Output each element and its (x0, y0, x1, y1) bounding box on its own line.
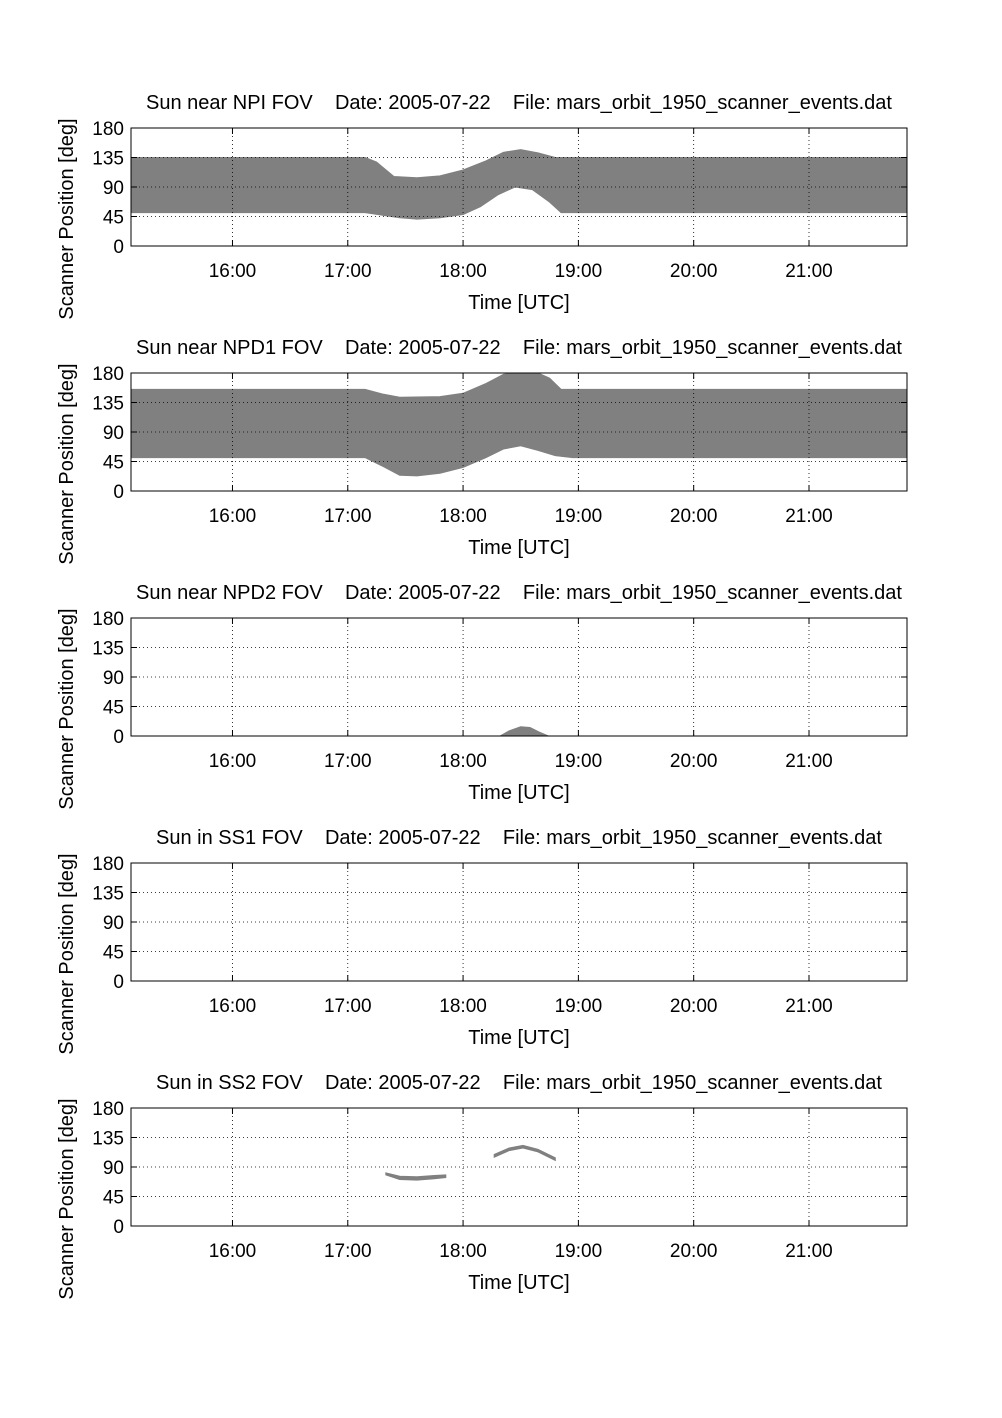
panel-3: 16:00 17:00 18:00 19:00 20:00 21:00 0 45 90 135 18… (56, 582, 908, 810)
x-tick-label: 17:00 (324, 996, 372, 1017)
x-tick-label: 19:00 (555, 1241, 603, 1262)
y-tick-label: 135 (92, 884, 124, 905)
y-tick-label: 45 (103, 943, 124, 964)
x-tick-label: 21:00 (785, 506, 833, 527)
panel-4: 16:00 17:00 18:00 19:00 20:00 21:00 0 45 90 135 18… (56, 827, 908, 1055)
y-tick-label: 180 (92, 1099, 124, 1120)
panel-title: Sun near NPD1 FOV Date: 2005-07-22 File:… (136, 337, 902, 359)
y-tick-label: 45 (103, 208, 124, 229)
x-tick-label: 21:00 (785, 261, 833, 282)
y-tick-label: 135 (92, 1129, 124, 1150)
x-tick-label: 19:00 (555, 261, 603, 282)
y-tick-label: 45 (103, 1188, 124, 1209)
y-tick-label: 0 (113, 727, 124, 748)
y-tick-label: 45 (103, 698, 124, 719)
panel-title: Sun in SS1 FOV Date: 2005-07-22 File: ma… (156, 827, 882, 849)
x-tick-label: 20:00 (670, 996, 718, 1017)
y-tick-label: 90 (103, 1158, 124, 1179)
x-tick-label: 20:00 (670, 1241, 718, 1262)
y-tick-label: 135 (92, 149, 124, 170)
x-tick-label: 18:00 (439, 996, 487, 1017)
x-tick-label: 16:00 (209, 996, 257, 1017)
x-tick-label: 20:00 (670, 506, 718, 527)
x-tick-label: 21:00 (785, 996, 833, 1017)
x-tick-label: 17:00 (324, 261, 372, 282)
scanner-band-1 (130, 149, 908, 220)
panel-1: 16:00 17:00 18:00 19:00 20:00 21:00 0 45 90 135 18… (56, 92, 908, 320)
y-axis-label: Scanner Position [deg] (56, 118, 78, 319)
y-axis-label: Scanner Position [deg] (56, 363, 78, 564)
x-tick-label: 18:00 (439, 1241, 487, 1262)
y-tick-label: 90 (103, 668, 124, 689)
x-tick-label: 20:00 (670, 751, 718, 772)
y-tick-label: 45 (103, 453, 124, 474)
y-tick-label: 180 (92, 854, 124, 875)
x-tick-label: 16:00 (209, 1241, 257, 1262)
x-axis-label: Time [UTC] (468, 537, 569, 559)
y-tick-label: 0 (113, 1217, 124, 1238)
y-tick-label: 180 (92, 119, 124, 140)
x-tick-label: 19:00 (555, 506, 603, 527)
scanner-band-2 (493, 1144, 556, 1162)
y-axis-label: Scanner Position [deg] (56, 608, 78, 809)
x-tick-label: 17:00 (324, 1241, 372, 1262)
x-tick-label: 16:00 (209, 751, 257, 772)
x-tick-label: 16:00 (209, 506, 257, 527)
y-tick-label: 135 (92, 394, 124, 415)
x-axis-label: Time [UTC] (468, 782, 569, 804)
y-axis-label: Scanner Position [deg] (56, 1098, 78, 1299)
x-tick-label: 20:00 (670, 261, 718, 282)
x-tick-label: 17:00 (324, 506, 372, 527)
y-tick-label: 90 (103, 423, 124, 444)
x-tick-label: 19:00 (555, 751, 603, 772)
x-tick-label: 21:00 (785, 751, 833, 772)
y-tick-label: 180 (92, 609, 124, 630)
x-tick-label: 19:00 (555, 996, 603, 1017)
x-tick-label: 16:00 (209, 261, 257, 282)
x-tick-label: 18:00 (439, 751, 487, 772)
y-tick-label: 90 (103, 913, 124, 934)
y-tick-label: 0 (113, 237, 124, 258)
y-tick-label: 0 (113, 972, 124, 993)
panel-5: 16:00 17:00 18:00 19:00 20:00 21:00 0 45 90 135 18… (56, 1072, 908, 1300)
panel-title: Sun near NPI FOV Date: 2005-07-22 File: … (146, 92, 892, 114)
y-tick-label: 0 (113, 482, 124, 503)
x-tick-label: 18:00 (439, 506, 487, 527)
y-tick-label: 135 (92, 639, 124, 660)
x-axis-label: Time [UTC] (468, 292, 569, 314)
y-tick-label: 90 (103, 178, 124, 199)
y-tick-label: 180 (92, 364, 124, 385)
panel-title: Sun near NPD2 FOV Date: 2005-07-22 File:… (136, 582, 902, 604)
scanner-band-1 (385, 1172, 447, 1181)
x-axis-label: Time [UTC] (468, 1272, 569, 1294)
scanner-band-1 (130, 372, 908, 477)
panel-2: 16:00 17:00 18:00 19:00 20:00 21:00 0 45 90 135 18… (56, 337, 908, 565)
x-tick-label: 18:00 (439, 261, 487, 282)
x-tick-label: 17:00 (324, 751, 372, 772)
x-tick-label: 21:00 (785, 1241, 833, 1262)
x-axis-label: Time [UTC] (468, 1027, 569, 1049)
y-axis-label: Scanner Position [deg] (56, 853, 78, 1054)
panel-title: Sun in SS2 FOV Date: 2005-07-22 File: ma… (156, 1072, 882, 1094)
